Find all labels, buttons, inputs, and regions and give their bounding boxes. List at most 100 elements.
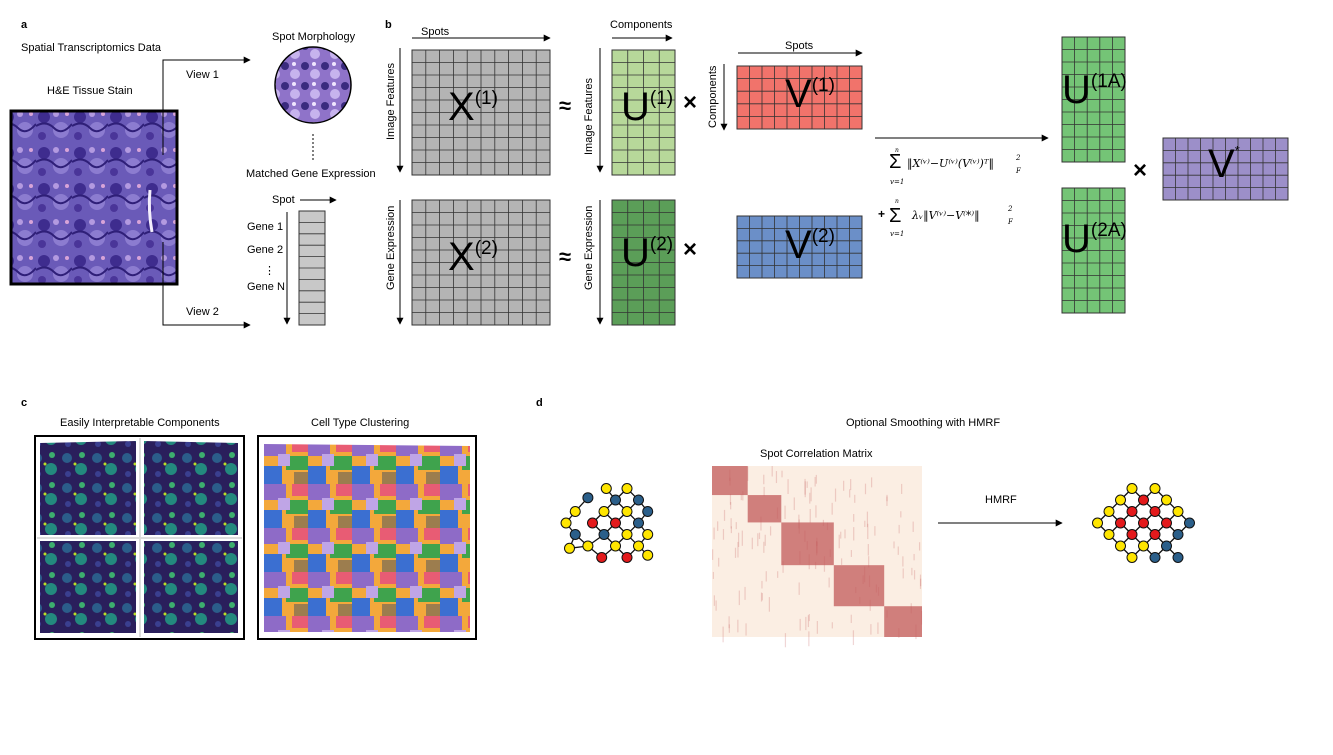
clustering-title: Cell Type Clustering [311,417,409,429]
correlation-noise [784,633,787,648]
gene-expression-axis-label: Gene Expression [385,206,397,290]
correlation-noise [902,568,904,579]
term2-sup: 2 [1007,205,1013,213]
components-axis-label-2: Components [707,65,719,128]
correlation-block-2 [747,495,782,523]
component-map-2 [144,441,238,535]
correlation-noise [850,550,852,557]
correlation-noise [760,592,763,602]
component-map-1 [40,441,136,535]
correlation-noise [901,483,903,494]
correlation-noise [712,549,714,560]
correlation-noise [866,511,869,528]
graph-node-red [596,552,608,563]
correlation-noise [787,479,789,495]
graph-node-yellow [633,540,644,552]
he-stain-label: H&E Tissue Stain [47,85,133,97]
correlation-noise [920,578,922,587]
correlation-noise [809,492,811,504]
matrix-v1 [736,65,863,130]
sum-symbol-2: Σ [889,205,901,227]
matrix-v1-sup: (1) [812,75,835,96]
panel-b: b Spots Image Features X(1) Gene Express… [385,19,1289,326]
correlation-noise [870,624,872,635]
correlation-noise [810,487,812,502]
correlation-noise [850,614,852,623]
correlation-noise [763,541,765,553]
matrix-x1-sup: (1) [475,88,498,109]
formula-term-1: ‖X⁽ᵛ⁾−U⁽ᵛ⁾(V⁽ᵛ⁾)ᵀ‖ [907,157,994,171]
correlation-noise [777,571,779,578]
view2-label: View 2 [186,306,219,318]
graph-node-yellow [1161,494,1172,506]
graph-node-red [1149,529,1161,540]
correlation-noise [763,486,765,497]
correlation-noise [840,531,842,539]
correlation-noise [761,580,763,589]
correlation-noise [722,626,724,643]
correlation-noise [840,558,843,565]
correlation-noise [886,496,888,506]
matrix-v1-base: V [785,72,812,116]
correlation-noise [918,542,921,551]
graph-node-yellow [598,506,610,517]
correlation-noise [898,524,900,534]
graph-node-yellow [1172,506,1184,517]
correlation-noise [864,520,866,528]
correlation-noise [911,567,913,576]
correlation-noise [769,526,772,536]
correlation-noise [799,618,801,631]
correlation-noise [814,561,817,570]
components-axis-label: Components [610,19,673,31]
graph-node-red [1161,517,1172,529]
graph-node-blue [1149,552,1161,563]
correlation-noise [734,547,737,558]
image-features-axis-label: Image Features [385,62,397,140]
matrix-u1a [1061,36,1126,163]
matrix-u1-label: U(1) [621,85,673,129]
correlation-noise [902,556,904,567]
graph-node-yellow [642,549,654,561]
graph-node-yellow [621,506,633,517]
correlation-noise [804,481,806,498]
graph-node-yellow [1149,483,1161,494]
correlation-noise [745,623,747,636]
graph-node-yellow [600,483,612,494]
view1-arrow [162,56,251,155]
view2-arrow [162,242,251,329]
spot-morphology-image [274,46,352,124]
correlation-noise [742,491,744,501]
correlation-noise [849,489,851,498]
formula-plus: + [878,207,885,221]
panel-letter-d: d [536,397,543,409]
components-title: Easily Interpretable Components [60,417,220,429]
view1-label: View 1 [186,69,219,81]
correlation-noise [897,546,899,555]
spatial-data-title: Spatial Transcriptomics Data [21,42,162,54]
graph-node-red [1138,494,1149,506]
graph-node-yellow [560,517,572,529]
correlation-noise [741,530,743,546]
matrix-vstar-sup: * [1235,143,1240,158]
correlation-block-5 [884,606,922,637]
correlation-noise [798,514,800,529]
matrix-vstar [1162,137,1289,201]
correlation-noise [808,631,810,647]
term1-sub: F [1015,167,1022,175]
correlation-noise [809,508,811,523]
graph-node-red [587,517,598,529]
matrix-v1-label: V(1) [785,72,835,116]
graph-node-blue [1184,517,1195,529]
correlation-noise [913,570,916,580]
correlation-noise [761,593,763,601]
graph-node-yellow [1115,540,1126,552]
times-symbol-3: × [1133,157,1147,184]
graph-node-yellow [642,529,654,540]
graph-node-yellow [1092,517,1103,529]
panel-letter-c: c [21,397,27,409]
matrix-x2 [411,199,551,326]
correlation-noise [740,494,742,501]
graph-node-blue [633,517,644,529]
he-tissue-streak [147,189,154,233]
component-map-4 [144,541,238,633]
